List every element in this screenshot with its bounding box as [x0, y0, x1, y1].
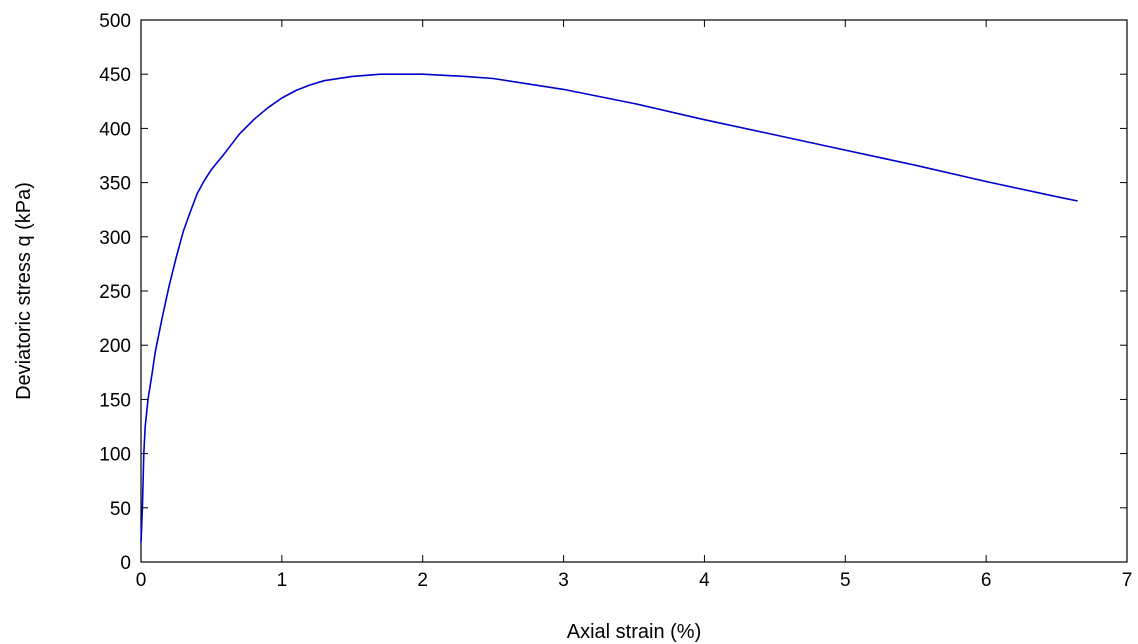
x-tick-label: 0 [136, 570, 147, 591]
plot-area [140, 19, 1128, 563]
x-tick-label: 4 [699, 570, 710, 591]
y-axis-label: Deviatoric stress q (kPa) [13, 182, 35, 400]
y-tick-label: 0 [120, 553, 131, 574]
y-tick-label: 150 [99, 390, 131, 411]
y-tick-label: 450 [99, 65, 131, 86]
y-axis-ticks: 0 50 100 150 200 250 300 350 400 450 500 [99, 11, 1127, 574]
y-tick-label: 250 [99, 282, 131, 303]
y-tick-label: 400 [99, 119, 131, 140]
x-tick-label: 6 [981, 570, 992, 591]
x-tick-label: 2 [417, 570, 428, 591]
series-layer [140, 73, 1078, 543]
x-axis-label: Axial strain (%) [567, 621, 701, 643]
y-tick-label: 50 [110, 499, 131, 520]
y-tick-label: 200 [99, 336, 131, 357]
x-tick-label: 1 [277, 570, 288, 591]
series-line [140, 73, 1078, 543]
y-tick-label: 350 [99, 174, 131, 195]
x-axis-ticks: 0 1 2 3 4 5 6 7 [136, 20, 1133, 591]
x-tick-label: 3 [558, 570, 569, 591]
y-tick-label: 100 [99, 445, 131, 466]
x-tick-label: 7 [1122, 570, 1133, 591]
x-tick-label: 5 [840, 570, 851, 591]
y-tick-label: 500 [99, 11, 131, 32]
y-tick-label: 300 [99, 228, 131, 249]
